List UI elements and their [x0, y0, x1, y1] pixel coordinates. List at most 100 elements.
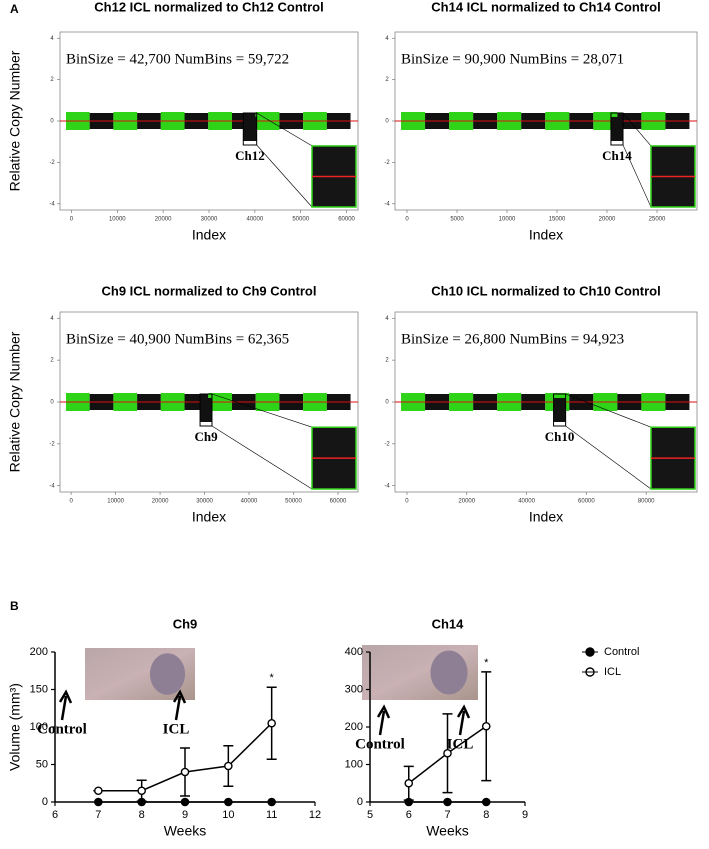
y-tick-label: -2 [49, 441, 55, 447]
x-tick-label: 6 [52, 809, 58, 821]
y-tick-label: -2 [49, 160, 55, 166]
highlight-cloud [553, 398, 566, 422]
x-tick-label: 10000 [499, 217, 516, 223]
y-tick-label: 150 [30, 683, 48, 695]
x-tick-label: 50000 [292, 217, 309, 223]
highlight-cloud [243, 117, 257, 141]
arrow [458, 710, 466, 736]
x-tick-label: 20000 [599, 217, 616, 223]
zoom-line [622, 144, 652, 208]
annotation: BinSize = 40,900 NumBins = 62,365 [66, 331, 289, 347]
x-tick-label: 0 [69, 499, 73, 505]
chart-title: Ch10 ICL normalized to Ch10 Control [431, 283, 660, 298]
y-tick-label: 2 [50, 77, 54, 83]
y-tick-label: 300 [345, 683, 363, 695]
data-point [224, 761, 233, 771]
x-tick-label: 60000 [338, 217, 355, 223]
zoom-line [211, 393, 313, 428]
x-tick-label: 8 [139, 809, 145, 821]
highlight-box [242, 112, 258, 146]
x-axis-label: Index [192, 509, 226, 525]
highlight-cloud [200, 398, 212, 422]
x-tick-label: 20000 [458, 499, 475, 505]
photo-tumor [149, 653, 186, 695]
y-tick-label: 4 [385, 36, 389, 42]
y-tick-label: -4 [49, 483, 55, 489]
x-tick-label: 5 [367, 809, 373, 821]
y-tick-label: -4 [49, 201, 55, 207]
x-tick-label: 40000 [241, 499, 258, 505]
y-tick-label: 100 [345, 758, 363, 770]
highlight-label: Ch10 [545, 429, 575, 444]
x-tick-label: 9 [522, 809, 528, 821]
y-tick-label: 0 [357, 796, 363, 808]
x-tick-label: 12 [309, 809, 321, 821]
arrow-head [376, 704, 391, 719]
x-axis-label: Index [192, 227, 226, 243]
y-tick-label: -4 [384, 201, 390, 207]
highlight-box [553, 393, 567, 427]
x-tick-label: 25000 [649, 217, 666, 223]
x-tick-label: 5000 [450, 217, 464, 223]
arrow [378, 710, 386, 736]
x-tick-label: 6 [406, 809, 412, 821]
annotation: BinSize = 90,900 NumBins = 28,071 [401, 51, 624, 67]
y-tick-label: 50 [36, 758, 48, 770]
x-tick-label: 7 [444, 809, 450, 821]
highlight-label: Ch12 [235, 148, 265, 163]
x-axis-label: Index [529, 227, 563, 243]
y-tick-label: 0 [50, 119, 54, 125]
x-tick-label: 7 [95, 809, 101, 821]
y-tick-label: 0 [385, 119, 389, 125]
annotation: BinSize = 26,800 NumBins = 94,923 [401, 331, 624, 347]
chart-title: Ch9 [173, 616, 198, 631]
highlight-label: Ch9 [194, 429, 218, 444]
arrow [174, 695, 182, 721]
x-tick-label: 0 [405, 499, 409, 505]
data-point [180, 797, 190, 807]
significance: * [484, 657, 489, 669]
y-tick-label: 100 [30, 721, 48, 733]
x-tick-label: 8 [483, 809, 489, 821]
x-tick-label: 20000 [152, 499, 169, 505]
y-tick-label: 4 [50, 316, 54, 322]
legend-label: ICL [604, 666, 621, 678]
y-tick-label: 0 [42, 796, 48, 808]
y-tick-label: 4 [50, 36, 54, 42]
data-point [224, 797, 233, 807]
y-axis-label: Relative Copy Number [7, 50, 23, 191]
y-tick-label: -4 [384, 483, 390, 489]
photo-label: ICL [163, 721, 190, 737]
x-tick-label: 9 [182, 809, 188, 821]
y-tick-label: 200 [345, 721, 363, 733]
x-tick-label: 50000 [285, 499, 302, 505]
data-point [443, 748, 452, 758]
data-point [94, 786, 103, 796]
x-tick-label: 11 [266, 809, 277, 821]
data-point [267, 718, 276, 728]
significance: * [270, 672, 275, 684]
x-tick-label: 60000 [578, 499, 595, 505]
highlight-box [199, 393, 213, 427]
photo-label: Control [355, 736, 405, 752]
arrow-head [58, 689, 73, 704]
data-point [137, 786, 146, 796]
annotation: BinSize = 42,700 NumBins = 59,722 [66, 51, 289, 67]
x-tick-label: 0 [405, 217, 409, 223]
x-tick-label: 30000 [201, 217, 218, 223]
photo-tumor [430, 650, 468, 695]
x-tick-label: 80000 [638, 499, 655, 505]
x-tick-label: 20000 [155, 217, 172, 223]
x-tick-label: 40000 [247, 217, 264, 223]
y-tick-label: 2 [385, 77, 389, 83]
zoom-line [256, 144, 313, 208]
data-point [481, 721, 491, 731]
data-point [443, 797, 452, 807]
zoom-line [565, 425, 652, 490]
chart-title: Ch14 ICL normalized to Ch14 Control [431, 0, 660, 14]
y-tick-label: -2 [384, 441, 390, 447]
data-point [481, 797, 491, 807]
highlight-box [610, 112, 624, 146]
chart-title: Ch14 [432, 616, 465, 631]
